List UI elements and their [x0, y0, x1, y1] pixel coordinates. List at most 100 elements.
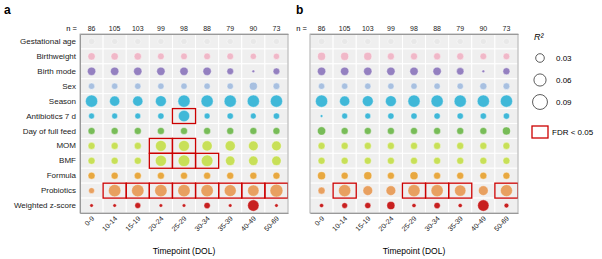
bubble — [364, 172, 372, 180]
grid-cell — [449, 79, 472, 94]
top-tick-label: 98 — [180, 25, 188, 32]
y-tick-label: Probiotics — [41, 186, 76, 195]
grid-cell — [356, 49, 379, 64]
y-tick-label: Birthweight — [36, 52, 76, 61]
bubble — [480, 172, 487, 179]
grid-cell — [219, 79, 242, 94]
fdr-box — [402, 183, 425, 198]
top-tick: 86 — [318, 25, 326, 34]
bubble — [250, 127, 257, 134]
grid-cell — [426, 34, 449, 49]
bubble — [341, 157, 348, 164]
fdr-box — [495, 183, 518, 198]
grid-cell — [310, 64, 333, 79]
grid-cell — [495, 109, 518, 124]
legend: R²0.030.060.09FDR < 0.05 — [532, 32, 594, 138]
bubble — [111, 157, 118, 164]
grid-cell — [472, 153, 495, 168]
top-tick: 88 — [433, 25, 441, 34]
bubble — [180, 172, 187, 179]
grid-cell — [242, 124, 265, 139]
top-label: n = — [66, 24, 77, 33]
legend-size-swatch — [534, 74, 546, 86]
x-tick-label: 25-29 — [170, 215, 188, 233]
plot-frame — [310, 34, 518, 213]
x-tick: 25-29 — [400, 213, 418, 232]
grid-cell — [80, 183, 103, 198]
bubble — [111, 142, 118, 149]
bubble-row — [319, 200, 508, 211]
grid-cell — [426, 198, 449, 213]
grid-cell — [196, 168, 219, 183]
grid-cell — [80, 64, 103, 79]
bubble — [225, 141, 235, 151]
grid-cell — [449, 34, 472, 49]
bubble — [318, 157, 325, 164]
grid-cell — [472, 49, 495, 64]
bubble — [250, 53, 256, 59]
bubble — [249, 82, 257, 90]
bubble — [181, 83, 187, 89]
x-tick: 0-9 — [313, 213, 325, 227]
bubble — [480, 157, 487, 164]
bubble — [502, 127, 510, 135]
bubble-row — [318, 172, 510, 180]
grid-cell — [242, 79, 265, 94]
grid-cell — [310, 153, 333, 168]
grid-cell — [172, 109, 195, 124]
grid-cell — [333, 153, 356, 168]
top-axis-line — [311, 34, 519, 35]
bubble — [410, 172, 418, 180]
bubble — [227, 83, 233, 89]
panel-title: b — [296, 3, 303, 17]
bubble — [249, 156, 258, 165]
grid-cell — [333, 183, 356, 198]
bubble — [387, 127, 394, 134]
grid-cell — [495, 124, 518, 139]
bubble — [478, 200, 489, 211]
bubble — [411, 113, 417, 119]
grid-cell — [356, 153, 379, 168]
bubble — [318, 52, 326, 60]
bubble — [339, 185, 351, 197]
grid-cell — [80, 109, 103, 124]
y-tick-label: Birth mode — [37, 67, 76, 76]
fdr-box — [333, 183, 356, 198]
top-tick-label: 86 — [318, 25, 326, 32]
grid-cell — [472, 168, 495, 183]
y-tick-label: Weighted z-score — [14, 201, 77, 210]
x-axis-line — [311, 213, 519, 214]
grid-cell — [402, 138, 425, 153]
x-tick: 0-9 — [83, 213, 95, 227]
bubble — [342, 203, 348, 209]
y-tick-label: Formula — [47, 171, 77, 180]
y-tick-label: Antibiotics 7 d — [26, 112, 76, 121]
grid-cell — [356, 138, 379, 153]
bubble — [204, 38, 210, 44]
grid-cell — [379, 49, 402, 64]
grid-cell — [149, 183, 172, 198]
x-tick-label: 15-19 — [124, 215, 142, 233]
grid-cell — [196, 34, 219, 49]
bubble — [226, 156, 235, 165]
bubble — [134, 127, 141, 134]
bubble — [431, 185, 443, 197]
bubble — [248, 185, 259, 196]
top-tick-label: 98 — [410, 25, 418, 32]
fdr-boxes — [103, 109, 288, 199]
grid-cell — [126, 109, 149, 124]
bubble — [178, 110, 189, 121]
fdr-box — [149, 183, 172, 198]
grid-cell — [333, 94, 356, 109]
top-tick-label: 103 — [132, 25, 144, 32]
bubble — [342, 38, 348, 44]
top-tick-label: 79 — [456, 25, 464, 32]
grid-cell — [103, 49, 126, 64]
grid-cell — [196, 124, 219, 139]
bubble — [273, 127, 280, 134]
bubble-row — [318, 142, 510, 149]
bubble-row — [88, 127, 280, 134]
grid-cell — [495, 138, 518, 153]
bubble — [364, 67, 372, 75]
grid-cell — [402, 168, 425, 183]
